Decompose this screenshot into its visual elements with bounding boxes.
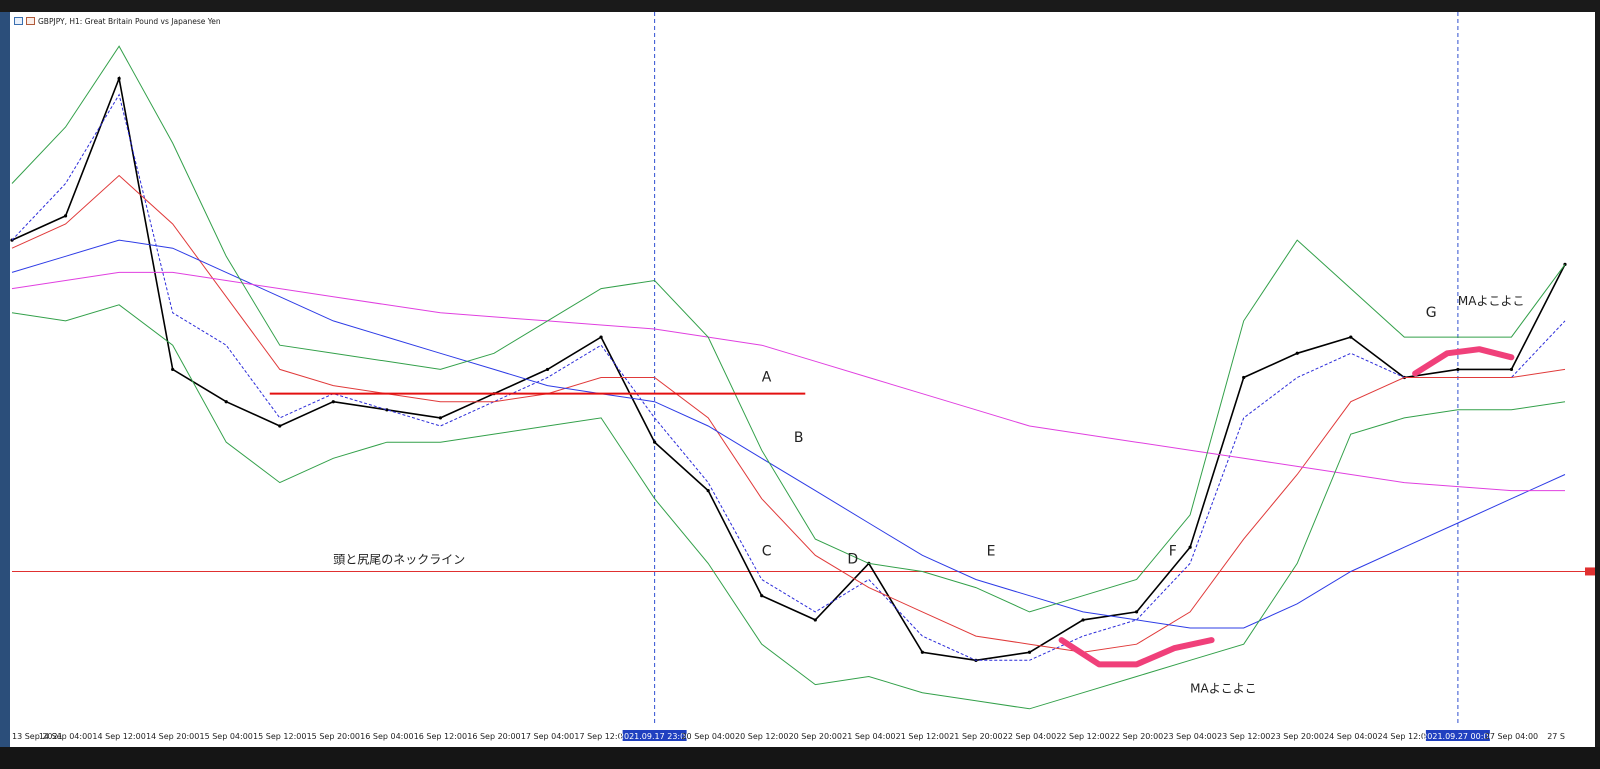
annotation-g: G [1426, 305, 1437, 321]
x-tick-label: 15 Sep 20:00 [307, 732, 360, 741]
price-level-tag [1585, 567, 1595, 576]
x-tick-label: 27 Sep 04:00 [1485, 732, 1538, 741]
close-point [331, 400, 335, 404]
x-tick-label: 23 Sep 04:00 [1163, 732, 1216, 741]
close-point [545, 367, 550, 372]
chart-window-icon [14, 17, 23, 25]
annotation-d: D [847, 551, 858, 567]
close-point [171, 367, 175, 372]
close-point [920, 650, 924, 654]
x-tick-label: 22 Sep 20:00 [1110, 732, 1163, 741]
annotation-f: F [1169, 543, 1177, 559]
x-tick-label: 2021.09.17 23:00 [619, 732, 690, 741]
x-tick-label: 21 Sep 04:00 [842, 732, 895, 741]
x-tick-highlight [622, 730, 687, 741]
x-tick-label: 22 Sep 04:00 [1003, 732, 1056, 741]
close-point [438, 416, 443, 420]
close-point [224, 400, 228, 404]
close-point [653, 440, 657, 444]
price-chart[interactable]: A B C D E F G 頭と尻尾のネックライン MAよこよこ MAよこよこ 13 Sep 202… [10, 12, 1595, 747]
close-point [813, 618, 817, 622]
bollinger-upper-series [11, 45, 1566, 613]
close-point [1509, 367, 1514, 372]
close-point [117, 76, 121, 81]
x-tick-label: 15 Sep 12:00 [253, 732, 306, 741]
close-point [1242, 375, 1246, 380]
close-point [1081, 618, 1085, 622]
close-point [1134, 610, 1139, 614]
x-tick-label: 23 Sep 20:00 [1271, 732, 1324, 741]
x-tick-label: 20 Sep 04:00 [681, 732, 734, 741]
x-tick-label: 24 Sep 04:00 [1324, 732, 1377, 741]
close-price-series [11, 75, 1566, 662]
chart-window[interactable]: A B C D E F G 頭と尻尾のネックライン MAよこよこ MAよこよこ 13 Sep 202… [10, 12, 1595, 747]
x-tick-label: 14 Sep 20:00 [146, 732, 199, 741]
slow-ma-series [11, 239, 1566, 629]
close-point [1349, 335, 1353, 339]
x-tick-label: 21 Sep 12:00 [896, 732, 949, 741]
long-ma-series [11, 271, 1565, 492]
chart-title: GBPJPY, H1: Great Britain Pound vs Japan… [38, 16, 221, 26]
x-tick-label: 14 Sep 12:00 [92, 732, 145, 741]
x-tick-label: 24 Sep 12:00 [1378, 732, 1431, 741]
x-tick-label: 13 Sep 2021 [12, 732, 63, 741]
close-point [1027, 650, 1032, 654]
x-tick-label: 15 Sep 04:00 [200, 732, 253, 741]
bollinger-lower-series [11, 304, 1566, 710]
annotation-e: E [987, 543, 996, 559]
annotation-b: B [794, 430, 804, 446]
close-point [599, 335, 603, 339]
neckline-label: 頭と尻尾のネックライン [333, 552, 465, 566]
left-toolbar-strip [0, 12, 10, 747]
close-point [385, 408, 389, 412]
x-tick-label: 23 Sep 12:00 [1217, 732, 1270, 741]
ma-flat-label-2: MAよこよこ [1190, 682, 1257, 696]
x-tick-highlight [1425, 730, 1490, 741]
close-point [278, 424, 282, 428]
close-point [1295, 351, 1299, 355]
x-tick-label: 20 Sep 20:00 [789, 732, 842, 741]
close-point [1188, 545, 1192, 549]
fast-ma-series [11, 93, 1566, 661]
annotation-a: A [762, 370, 772, 386]
x-tick-label: 2021.09.27 00:00 [1422, 732, 1493, 741]
x-tick-label: 22 Sep 12:00 [1056, 732, 1109, 741]
x-tick-label: 27 S [1547, 732, 1565, 741]
bottom-bar [0, 747, 1600, 769]
chart-titlebar: GBPJPY, H1: Great Britain Pound vs Japan… [14, 15, 221, 27]
close-point [63, 214, 68, 218]
close-point [1456, 367, 1460, 372]
x-tick-label: 16 Sep 12:00 [414, 732, 467, 741]
x-tick-label: 16 Sep 20:00 [467, 732, 520, 741]
mid-ma-series [11, 174, 1566, 653]
x-tick-label: 21 Sep 20:00 [949, 732, 1002, 741]
ma-flat-highlight-1 [1058, 637, 1215, 668]
symbol-window-icon [26, 17, 35, 25]
close-point [706, 489, 710, 493]
ma-flat-label-1: MAよこよこ [1458, 294, 1525, 308]
ma-flat-highlight-2 [1412, 346, 1515, 377]
x-tick-label: 20 Sep 12:00 [735, 732, 788, 741]
x-tick-label: 16 Sep 04:00 [360, 732, 413, 741]
x-tick-label: 17 Sep 12:00 [574, 732, 627, 741]
annotation-c: C [762, 543, 772, 559]
close-point [760, 594, 764, 598]
x-tick-label: 17 Sep 04:00 [521, 732, 574, 741]
x-tick-label: 14 Sep 04:00 [39, 732, 92, 741]
